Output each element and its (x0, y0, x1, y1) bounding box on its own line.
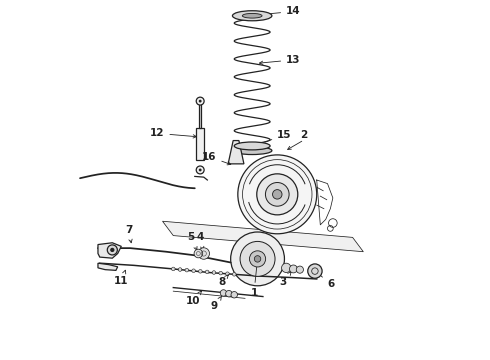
Text: 7: 7 (125, 225, 132, 243)
Polygon shape (228, 140, 244, 164)
Circle shape (192, 269, 196, 273)
Ellipse shape (232, 11, 272, 21)
Ellipse shape (232, 147, 272, 154)
Ellipse shape (243, 13, 262, 18)
Text: 5: 5 (188, 232, 197, 250)
Circle shape (225, 291, 232, 297)
Text: 1: 1 (250, 262, 258, 298)
Circle shape (194, 249, 203, 258)
Circle shape (172, 267, 175, 271)
Circle shape (107, 245, 117, 255)
Polygon shape (98, 243, 122, 258)
Circle shape (226, 272, 229, 275)
Circle shape (212, 271, 216, 274)
Polygon shape (98, 263, 118, 270)
Ellipse shape (234, 142, 270, 150)
Circle shape (257, 174, 298, 215)
Text: 4: 4 (196, 232, 204, 250)
Text: 14: 14 (259, 6, 301, 17)
Text: 6: 6 (318, 273, 335, 289)
Text: 16: 16 (202, 152, 231, 165)
Circle shape (254, 256, 261, 262)
Circle shape (219, 271, 222, 275)
Circle shape (196, 166, 204, 174)
Circle shape (110, 248, 115, 252)
Circle shape (308, 264, 322, 278)
Bar (199, 101, 201, 128)
Polygon shape (163, 221, 364, 252)
Circle shape (199, 168, 201, 171)
Text: 13: 13 (259, 55, 301, 65)
Circle shape (205, 270, 209, 274)
Circle shape (266, 183, 289, 206)
Circle shape (240, 242, 275, 276)
Circle shape (199, 100, 201, 103)
Circle shape (231, 232, 285, 286)
Circle shape (198, 270, 202, 273)
Bar (196, 128, 204, 160)
Circle shape (220, 290, 227, 296)
Text: 9: 9 (211, 296, 221, 311)
Circle shape (290, 265, 297, 273)
Circle shape (196, 97, 204, 105)
Circle shape (296, 266, 303, 273)
Circle shape (272, 190, 282, 199)
Text: 15: 15 (254, 130, 292, 146)
Circle shape (249, 251, 266, 267)
Circle shape (238, 155, 317, 234)
Text: 3: 3 (279, 272, 291, 287)
Text: 10: 10 (186, 291, 201, 306)
Circle shape (232, 273, 236, 276)
Circle shape (198, 248, 210, 259)
Circle shape (231, 292, 238, 298)
Text: 2: 2 (300, 130, 308, 140)
Text: 8: 8 (218, 275, 228, 287)
Circle shape (282, 263, 291, 273)
Circle shape (178, 268, 182, 271)
Text: 12: 12 (150, 129, 196, 138)
Circle shape (185, 268, 189, 272)
Text: 11: 11 (114, 270, 128, 286)
